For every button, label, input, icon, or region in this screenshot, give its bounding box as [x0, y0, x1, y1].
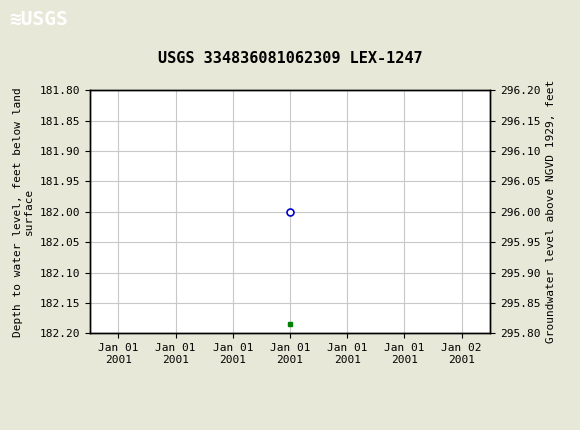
Text: USGS 334836081062309 LEX-1247: USGS 334836081062309 LEX-1247: [158, 51, 422, 65]
Text: ≋USGS: ≋USGS: [9, 10, 67, 29]
Y-axis label: Groundwater level above NGVD 1929, feet: Groundwater level above NGVD 1929, feet: [546, 80, 556, 344]
Y-axis label: Depth to water level, feet below land
surface: Depth to water level, feet below land su…: [13, 87, 34, 337]
